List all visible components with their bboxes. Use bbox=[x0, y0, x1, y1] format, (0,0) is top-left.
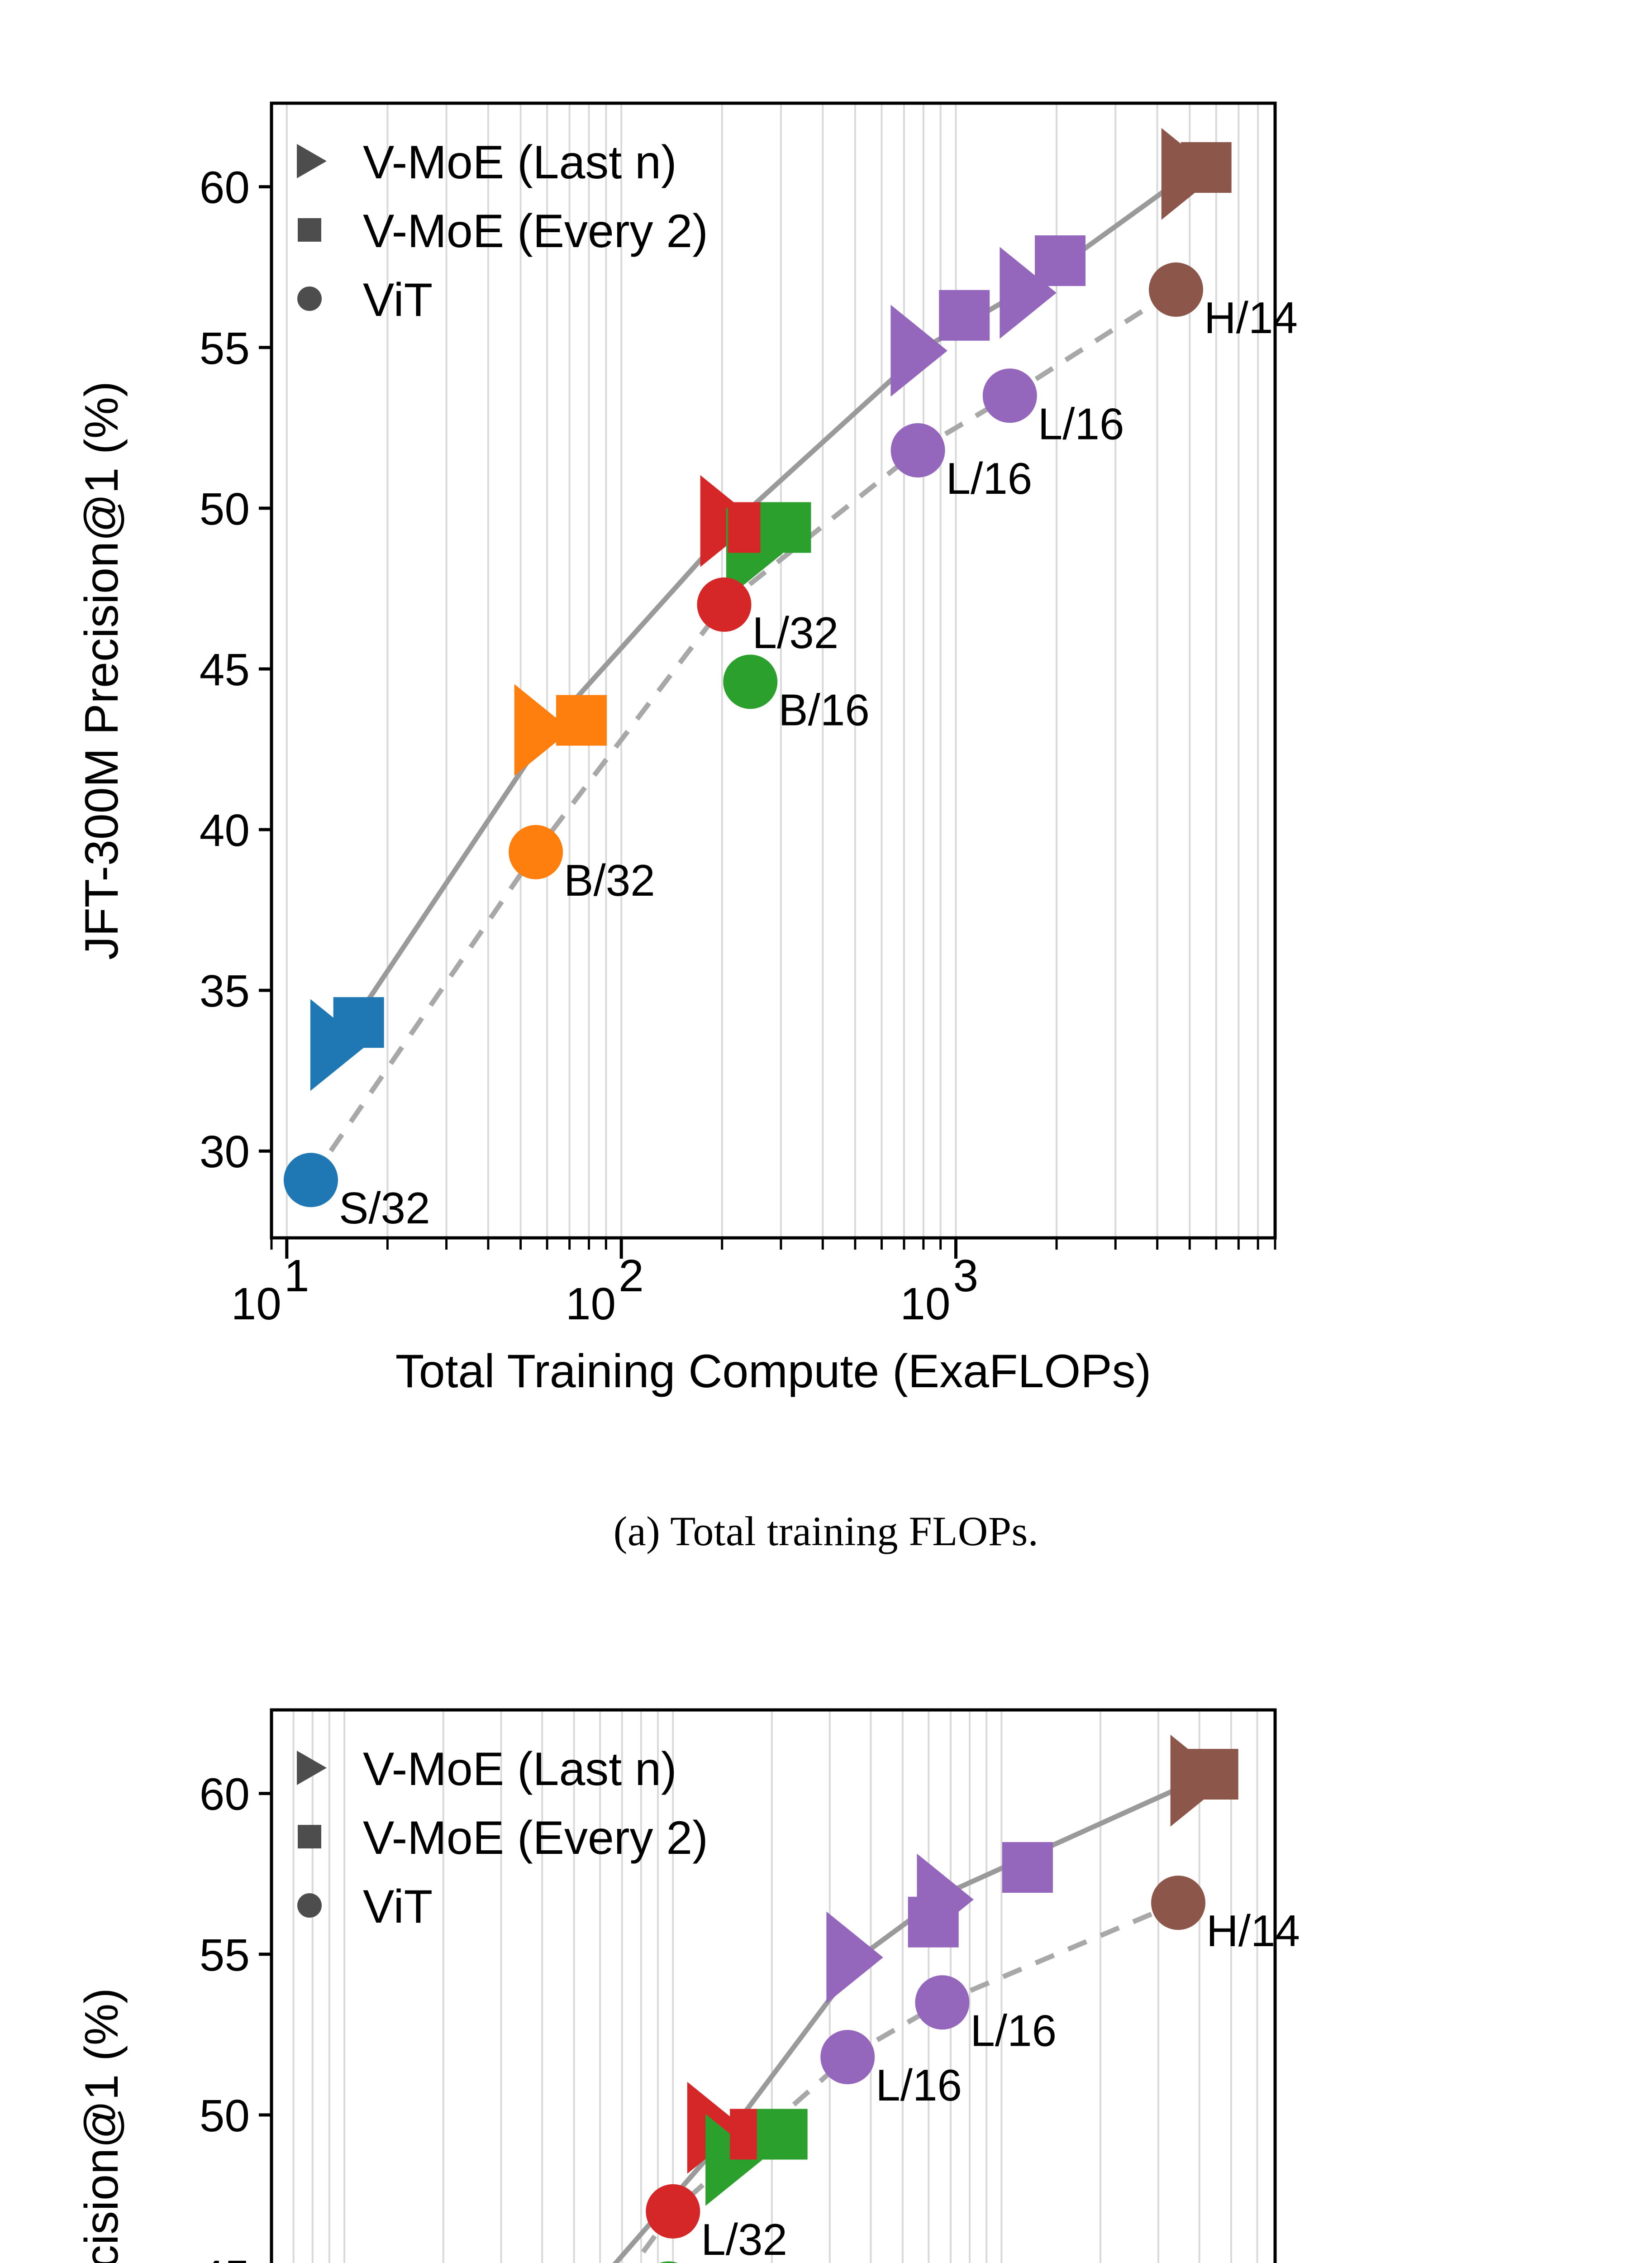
marker-square-L-16 bbox=[939, 290, 990, 341]
point-label: S/32 bbox=[339, 1183, 430, 1233]
plot-frame bbox=[270, 1708, 1277, 2263]
data-markers bbox=[283, 128, 1232, 1208]
legend-marker-triangle bbox=[297, 1751, 327, 1785]
legend-label: ViT bbox=[363, 274, 433, 326]
legend-label: ViT bbox=[363, 1881, 433, 1933]
y-tick-label: 45 bbox=[200, 2251, 250, 2263]
x-tick-mantissa: 10 bbox=[231, 1279, 281, 1329]
trend-line-vmoe bbox=[612, 1775, 1205, 2263]
point-label: L/16 bbox=[1038, 399, 1124, 449]
point-labels: S/32 B/32 L/32 B/16 L/16L/16 H/14 bbox=[339, 293, 1298, 1233]
legend-marker-circle bbox=[297, 286, 322, 311]
y-tick-label: 60 bbox=[200, 162, 250, 213]
marker-square-H-14 bbox=[1187, 1749, 1238, 1800]
legend-label: V-MoE (Every 2) bbox=[363, 1812, 708, 1864]
marker-triangle-right-B-32 bbox=[514, 684, 571, 776]
x-tick-mantissa: 10 bbox=[566, 1279, 616, 1329]
y-axis-title: JFT-300M Precision@1 (%) bbox=[76, 381, 128, 960]
point-label: L/16 bbox=[876, 2060, 962, 2110]
legend-marker-circle bbox=[297, 1893, 322, 1918]
x-tick-label: 102 bbox=[566, 1251, 644, 1329]
trend-line-vit bbox=[632, 1900, 1180, 2263]
x-tick-mantissa: 10 bbox=[900, 1279, 950, 1329]
marker-circle-H-14 bbox=[1151, 1876, 1206, 1930]
legend: V-MoE (Last n) V-MoE (Every 2) ViT bbox=[297, 136, 708, 326]
marker-circle-L-16 bbox=[890, 423, 945, 478]
legend-label: V-MoE (Last n) bbox=[363, 136, 677, 189]
marker-triangle-right-B-16 bbox=[705, 2114, 762, 2206]
data-markers bbox=[646, 1734, 1238, 2263]
legend-label: V-MoE (Every 2) bbox=[363, 205, 708, 258]
marker-circle-L-16 bbox=[982, 368, 1037, 423]
point-label: H/14 bbox=[1206, 1906, 1300, 1956]
marker-square-L-16 bbox=[1002, 1842, 1053, 1893]
marker-square-B-16 bbox=[757, 2109, 808, 2160]
y-tick-label: 30 bbox=[200, 1127, 250, 1177]
point-label: B/16 bbox=[778, 685, 870, 735]
point-label: L/32 bbox=[701, 2215, 787, 2263]
x-gridlines bbox=[286, 103, 1259, 1238]
y-tick-label: 40 bbox=[200, 805, 250, 856]
point-label: H/14 bbox=[1204, 293, 1298, 343]
x-tick-exponent: 3 bbox=[953, 1251, 978, 1301]
marker-square-B-16 bbox=[760, 502, 811, 553]
marker-square-L-16 bbox=[908, 1896, 959, 1948]
marker-circle-B-32 bbox=[509, 825, 563, 879]
panel-a-chart: 30354045505560101102103S/32B/32L/32B/16L… bbox=[76, 101, 1298, 1398]
y-axis: 30 35 40 45 50 55 60 bbox=[200, 162, 271, 1177]
y-tick-label: 35 bbox=[200, 966, 250, 1017]
marker-triangle-right-L-16 bbox=[890, 305, 947, 397]
legend-marker-square bbox=[298, 218, 321, 242]
y-tick-label: 55 bbox=[200, 323, 250, 374]
y-tick-label: 45 bbox=[200, 645, 250, 695]
point-label: L/16 bbox=[946, 454, 1033, 503]
x-tick-exponent: 1 bbox=[284, 1251, 309, 1301]
y-tick-label: 50 bbox=[200, 2091, 250, 2141]
marker-triangle-right-L-16 bbox=[1000, 247, 1057, 339]
trend-line-vmoe bbox=[343, 168, 1195, 1036]
marker-circle-L-32 bbox=[646, 2184, 700, 2239]
legend: V-MoE (Last n) V-MoE (Every 2) ViT bbox=[297, 1743, 708, 1933]
legend-marker-square bbox=[298, 1825, 321, 1848]
marker-circle-B-16 bbox=[723, 654, 778, 709]
panel-b-chart: 30354045505560101102103S/32B/32L/32B/16L… bbox=[76, 1708, 1300, 2263]
marker-square-H-14 bbox=[1181, 142, 1232, 193]
x-tick-exponent: 2 bbox=[619, 1251, 644, 1301]
panel-a-caption: (a) Total training FLOPs. bbox=[613, 1508, 1039, 1554]
y-tick-label: 55 bbox=[200, 1930, 250, 1981]
y-tick-label: 60 bbox=[200, 1769, 250, 1820]
marker-circle-S-32 bbox=[283, 1153, 338, 1208]
x-tick-label: 101 bbox=[231, 1251, 309, 1329]
panel-b: 30354045505560101102103S/32B/32L/32B/16L… bbox=[0, 1607, 1652, 2263]
point-label: L/16 bbox=[970, 2005, 1057, 2055]
legend-marker-triangle bbox=[297, 144, 327, 178]
marker-square-B-32 bbox=[556, 695, 607, 746]
marker-circle-B-16 bbox=[659, 2261, 678, 2263]
marker-square-S-32 bbox=[333, 997, 384, 1048]
marker-circle-L-32 bbox=[697, 577, 752, 632]
x-axis-title: Total Training Compute (ExaFLOPs) bbox=[395, 1345, 1151, 1398]
marker-circle-L-16 bbox=[820, 2030, 875, 2085]
marker-circle-L-16 bbox=[915, 1975, 970, 2030]
panel-a: 30 35 40 45 50 55 60 10 1 10 2 10 3 S/32 B/32 L/32 B/16 L… bbox=[76, 101, 1298, 1398]
marker-square-L-16 bbox=[1034, 235, 1085, 286]
marker-triangle-right-L-16 bbox=[826, 1911, 883, 2004]
point-labels: S/32B/32L/32B/16L/16L/16H/14 bbox=[701, 1906, 1300, 2263]
legend-label: V-MoE (Last n) bbox=[363, 1743, 677, 1795]
y-tick-label: 50 bbox=[200, 484, 250, 535]
point-label: B/32 bbox=[564, 855, 655, 905]
plot-frame bbox=[270, 101, 1277, 1240]
marker-circle-H-14 bbox=[1148, 262, 1203, 317]
trend-line-vit bbox=[309, 287, 1177, 1182]
point-label: L/32 bbox=[752, 608, 839, 658]
x-tick-label: 103 bbox=[900, 1251, 978, 1329]
y-axis-title: JFT-300M Precision@1 (%) bbox=[76, 1988, 128, 2263]
